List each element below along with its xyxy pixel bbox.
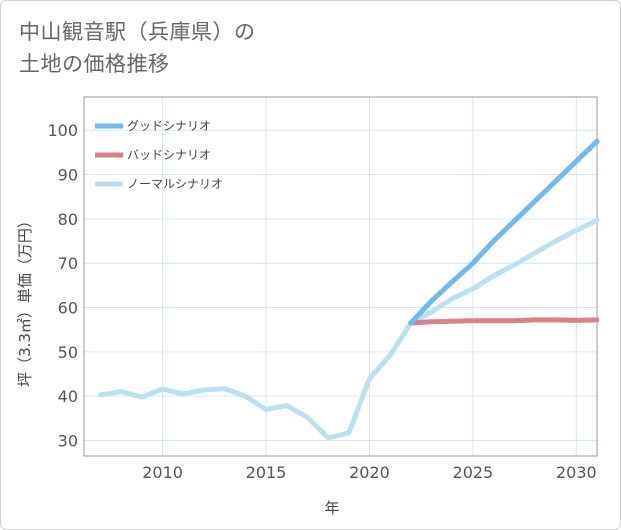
plot-area-border <box>83 96 598 457</box>
series-line-2 <box>98 217 600 441</box>
x-tick-label: 2030 <box>556 463 597 482</box>
title-line-1: 中山観音駅（兵庫県）の <box>19 20 256 44</box>
legend-label-1: バッドシナリオ <box>127 148 211 162</box>
series-lines <box>98 138 600 441</box>
y-tick-label: 80 <box>58 210 78 229</box>
y-tick-label: 30 <box>58 431 78 450</box>
y-tick-label: 60 <box>58 299 78 318</box>
legend-label-2: ノーマルシナリオ <box>127 177 223 191</box>
series-line-1 <box>408 317 600 326</box>
chart-title: 中山観音駅（兵庫県）の 土地の価格推移 <box>19 16 256 80</box>
series-line-0 <box>408 138 600 326</box>
y-tick-label: 90 <box>58 166 78 185</box>
x-axis-title: 年 <box>324 499 339 517</box>
y-tick-label: 70 <box>58 254 78 273</box>
x-tick-label: 2025 <box>453 463 494 482</box>
y-tick-label: 100 <box>47 121 78 140</box>
gridlines <box>84 97 597 456</box>
title-line-2: 土地の価格推移 <box>19 52 170 76</box>
x-tick-label: 2015 <box>246 463 287 482</box>
y-tick-label: 50 <box>58 343 78 362</box>
axis-ticks: 2010 2015 2020 2025 2030 30 40 50 60 70 80 90 100 <box>47 121 596 482</box>
y-tick-label: 40 <box>58 387 78 406</box>
y-axis-title: 坪（3.3㎡）単価（万円） <box>16 213 34 387</box>
legend-label-0: グッドシナリオ <box>127 119 211 133</box>
x-tick-label: 2020 <box>349 463 390 482</box>
x-tick-label: 2010 <box>142 463 183 482</box>
